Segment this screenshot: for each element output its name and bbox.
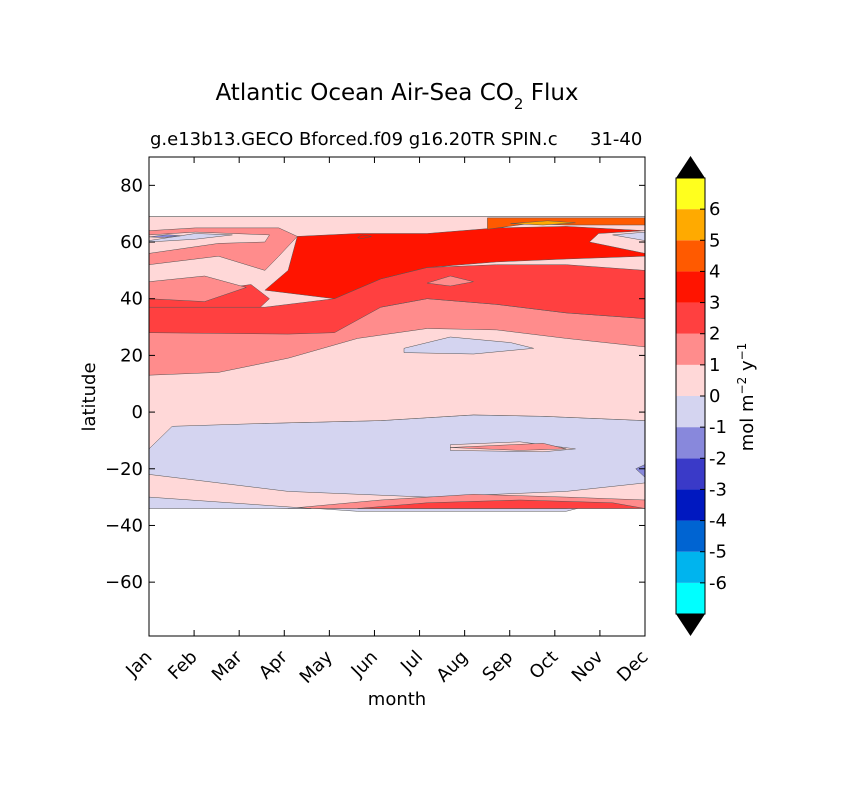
x-tick-label: Apr bbox=[255, 646, 292, 683]
x-tick-label: Oct bbox=[525, 647, 562, 684]
contour-band bbox=[149, 234, 182, 238]
y-tick-label: 60 bbox=[120, 232, 143, 253]
y-tick-label: 80 bbox=[120, 175, 143, 196]
x-tick-label: Aug bbox=[432, 647, 472, 687]
colorbar-swatch bbox=[676, 551, 705, 583]
chart-subtitle-right: 31-40 bbox=[590, 129, 642, 150]
contour-band bbox=[149, 264, 645, 335]
contour-band bbox=[635, 464, 645, 478]
chart-subtitle-left: g.e13b13.GECO Bforced.f09 g16.20TR SPIN.… bbox=[150, 129, 558, 150]
colorbar: -6 -5 -4 -3 -2 -1 0 1 2 3 4 5 6 bbox=[675, 156, 727, 636]
x-tick-label: Jul bbox=[396, 647, 427, 678]
x-tick-label: Dec bbox=[613, 647, 652, 686]
colorbar-tick-label: -3 bbox=[709, 479, 727, 500]
x-tick-label: Sep bbox=[478, 647, 517, 686]
x-tick-label: May bbox=[296, 646, 337, 687]
x-tick-label: Jan bbox=[121, 647, 156, 682]
colorbar-swatch bbox=[676, 333, 705, 365]
x-tick-label: Mar bbox=[208, 646, 247, 685]
contour-band bbox=[612, 231, 645, 241]
colorbar-swatch bbox=[676, 458, 705, 490]
colorbar-tick-label: 5 bbox=[709, 230, 720, 251]
colorbar-swatch bbox=[676, 520, 705, 552]
y-axis-label: latitude bbox=[79, 362, 100, 431]
colorbar-tick-label: -4 bbox=[709, 511, 727, 532]
colorbar-swatch bbox=[676, 302, 705, 334]
colorbar-tick-label: -6 bbox=[709, 573, 727, 594]
y-axis: 80 60 40 20 0 −20 −40 −60 bbox=[105, 175, 645, 593]
contour-band bbox=[510, 220, 576, 226]
colorbar-tick-label: 0 bbox=[709, 386, 720, 407]
y-tick-label: −60 bbox=[105, 572, 143, 593]
colorbar-swatch bbox=[676, 178, 705, 210]
colorbar-label: mol m−2 y−1 bbox=[735, 343, 758, 452]
colorbar-swatch bbox=[676, 271, 705, 303]
colorbar-tick-label: -5 bbox=[709, 542, 727, 563]
colorbar-tick-label: 2 bbox=[709, 324, 720, 345]
contour-band bbox=[356, 234, 372, 239]
y-tick-label: −40 bbox=[105, 515, 143, 536]
colorbar-extend-min bbox=[676, 614, 705, 636]
contour-band bbox=[149, 233, 233, 243]
colorbar-extend-max bbox=[676, 156, 705, 178]
y-tick-label: 20 bbox=[120, 345, 143, 366]
colorbar-tick-label: 3 bbox=[709, 293, 720, 314]
colorbar-tick-label: -2 bbox=[709, 448, 727, 469]
colorbar-swatch bbox=[676, 396, 705, 428]
colorbar-tick-label: -1 bbox=[709, 417, 727, 438]
x-tick-label: Feb bbox=[164, 647, 201, 684]
contour-band bbox=[427, 275, 474, 287]
colorbar-swatch bbox=[676, 364, 705, 396]
colorbar-swatch bbox=[676, 582, 705, 614]
x-tick-label: Jun bbox=[347, 647, 382, 682]
contour-band bbox=[450, 443, 567, 451]
y-tick-label: −20 bbox=[105, 459, 143, 480]
contour-band bbox=[357, 499, 645, 509]
colorbar-swatch bbox=[676, 209, 705, 241]
plot-frame bbox=[148, 156, 646, 637]
contour-band bbox=[149, 496, 312, 509]
chart-title: Atlantic Ocean Air-Sea CO2 Flux bbox=[215, 80, 578, 113]
contour-fill-group bbox=[149, 216, 645, 512]
contour-band bbox=[264, 226, 645, 299]
colorbar-tick-label: 6 bbox=[709, 199, 720, 220]
colorbar-tick-label: 1 bbox=[709, 355, 720, 376]
y-tick-label: 0 bbox=[132, 402, 143, 423]
x-axis-label: month bbox=[368, 689, 426, 710]
colorbar-swatch bbox=[676, 489, 705, 521]
x-tick-label: Nov bbox=[568, 646, 608, 686]
colorbar-swatch bbox=[676, 427, 705, 459]
y-tick-label: 40 bbox=[120, 289, 143, 310]
colorbar-tick-label: 4 bbox=[709, 261, 720, 282]
contour-band bbox=[149, 275, 248, 302]
colorbar-swatch bbox=[676, 240, 705, 272]
contour-band bbox=[403, 336, 534, 355]
